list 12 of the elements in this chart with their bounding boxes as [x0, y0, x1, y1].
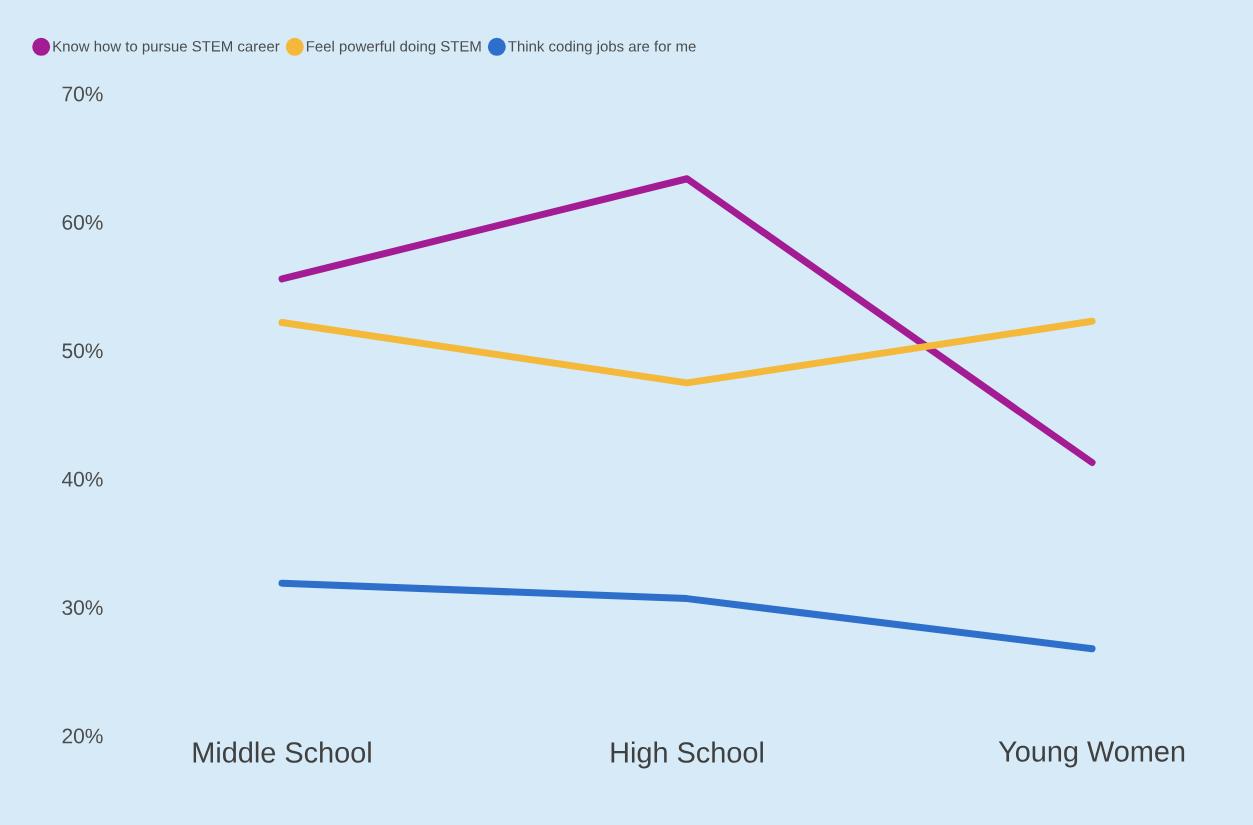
- y-tick-label: 70%: [62, 86, 103, 102]
- y-tick-label: 50%: [62, 343, 103, 359]
- y-tick-label: 20%: [62, 728, 103, 744]
- x-tick-label: Young Women: [998, 741, 1185, 768]
- y-tick-label: 40%: [62, 471, 103, 487]
- y-tick-label: 60%: [62, 214, 103, 230]
- x-tick-label: Middle School: [193, 741, 371, 763]
- legend-label: Feel powerful doing STEM: [306, 40, 481, 55]
- legend-label: Think coding jobs are for me: [508, 40, 696, 55]
- x-tick-label: High School: [611, 741, 763, 769]
- legend-label: Know how to pursue STEM career: [53, 40, 280, 55]
- y-tick-label: 30%: [62, 600, 103, 615]
